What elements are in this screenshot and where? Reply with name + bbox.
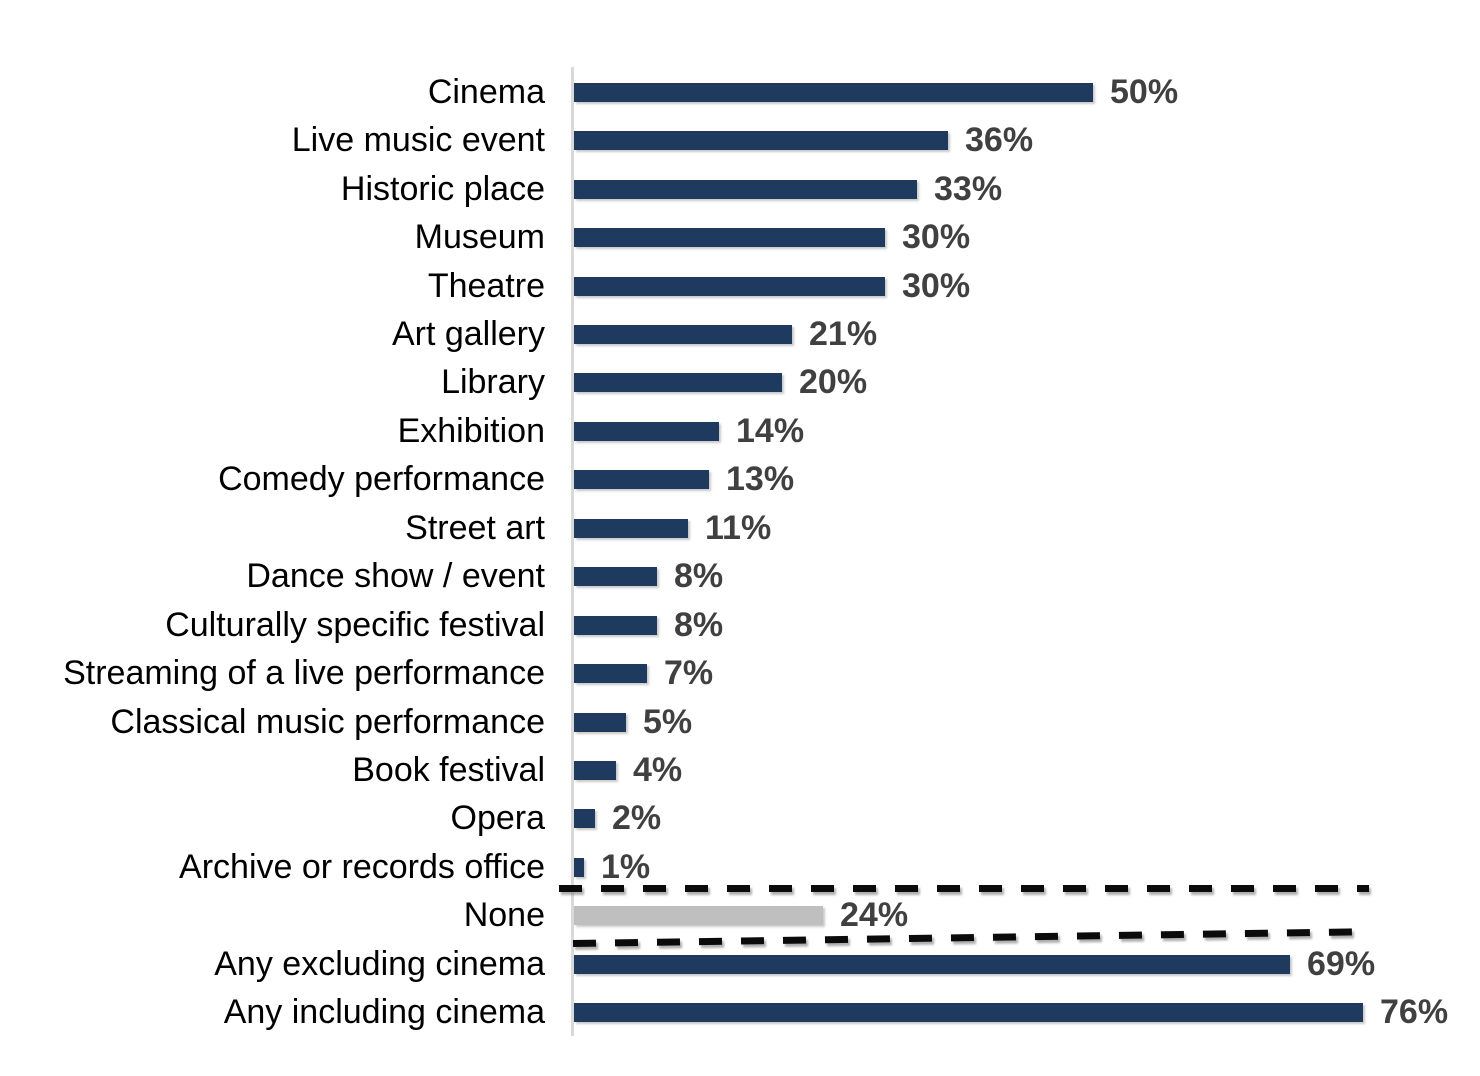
bar: [574, 421, 719, 441]
dashed-separator-top: [559, 885, 1369, 892]
category-label: Library: [441, 363, 545, 402]
bar: [574, 664, 647, 684]
value-label: 36%: [965, 121, 1034, 160]
bar-highlight: [574, 906, 823, 926]
chart-row: Classical music performance 5%: [0, 698, 1480, 746]
category-label: Dance show / event: [246, 557, 545, 596]
chart-row: Opera 2%: [0, 795, 1480, 843]
category-label: Any including cinema: [223, 993, 545, 1032]
bar: [574, 809, 595, 829]
category-label: Street art: [405, 508, 545, 547]
value-label: 4%: [633, 751, 683, 790]
value-label: 24%: [840, 896, 909, 935]
chart-row: Book festival 4%: [0, 746, 1480, 794]
category-label: Cinema: [427, 72, 545, 111]
value-label: 33%: [934, 169, 1003, 208]
value-label: 76%: [1380, 993, 1449, 1032]
category-label: Archive or records office: [179, 847, 545, 886]
bar: [574, 567, 657, 587]
chart-row: Exhibition 14%: [0, 407, 1480, 455]
category-label: Historic place: [340, 169, 545, 208]
chart-row: Historic place 33%: [0, 165, 1480, 213]
category-label: Art gallery: [391, 314, 545, 353]
category-label: Any excluding cinema: [214, 944, 545, 983]
chart-row: Streaming of a live performance 7%: [0, 649, 1480, 697]
value-label: 21%: [809, 314, 878, 353]
bar: [574, 82, 1093, 102]
chart-row: Comedy performance 13%: [0, 456, 1480, 504]
value-label: 1%: [601, 847, 651, 886]
y-axis-line: [571, 67, 574, 1036]
bar: [574, 470, 709, 490]
chart-row: Archive or records office 1%: [0, 843, 1480, 891]
bar: [574, 373, 782, 393]
category-label: Book festival: [352, 751, 545, 790]
chart-row: Dance show / event 8%: [0, 553, 1480, 601]
category-label: Live music event: [291, 121, 545, 160]
bar: [574, 954, 1290, 974]
category-label: Opera: [450, 799, 546, 838]
value-label: 11%: [705, 508, 772, 547]
value-label: 8%: [674, 557, 724, 596]
chart-row: Any including cinema 76%: [0, 989, 1480, 1037]
bar: [574, 179, 917, 199]
value-label: 14%: [736, 411, 805, 450]
category-label: Culturally specific festival: [165, 605, 545, 644]
chart-row: Cinema 50%: [0, 68, 1480, 116]
bar: [574, 131, 948, 151]
chart-row: Live music event 36%: [0, 116, 1480, 164]
bar: [574, 518, 688, 538]
category-label: Streaming of a live performance: [63, 654, 545, 693]
bar: [574, 228, 885, 248]
chart-row: Any excluding cinema 69%: [0, 940, 1480, 988]
category-label: Comedy performance: [218, 460, 545, 499]
value-label: 20%: [799, 363, 868, 402]
chart-row: Library 20%: [0, 359, 1480, 407]
chart-row: Museum 30%: [0, 213, 1480, 261]
category-label: Theatre: [427, 266, 545, 305]
value-label: 13%: [726, 460, 795, 499]
category-label: Classical music performance: [110, 702, 545, 741]
category-label: Museum: [414, 218, 545, 257]
value-label: 50%: [1110, 72, 1179, 111]
category-label: Exhibition: [397, 411, 545, 450]
chart-row: None 24%: [0, 892, 1480, 940]
bar: [574, 615, 657, 635]
bar: [574, 761, 616, 781]
category-label: None: [463, 896, 545, 935]
value-label: 30%: [902, 218, 971, 257]
value-label: 30%: [902, 266, 971, 305]
value-label: 5%: [643, 702, 693, 741]
chart-row: Culturally specific festival 8%: [0, 601, 1480, 649]
value-label: 2%: [612, 799, 662, 838]
bar: [574, 857, 584, 877]
value-label: 7%: [664, 654, 714, 693]
bar: [574, 1003, 1363, 1023]
bar: [574, 712, 626, 732]
value-label: 8%: [674, 605, 724, 644]
bar: [574, 276, 885, 296]
bar: [574, 324, 792, 344]
chart-row: Art gallery 21%: [0, 310, 1480, 358]
value-label: 69%: [1307, 944, 1376, 983]
chart-row: Theatre 30%: [0, 262, 1480, 310]
chart-row: Street art 11%: [0, 504, 1480, 552]
